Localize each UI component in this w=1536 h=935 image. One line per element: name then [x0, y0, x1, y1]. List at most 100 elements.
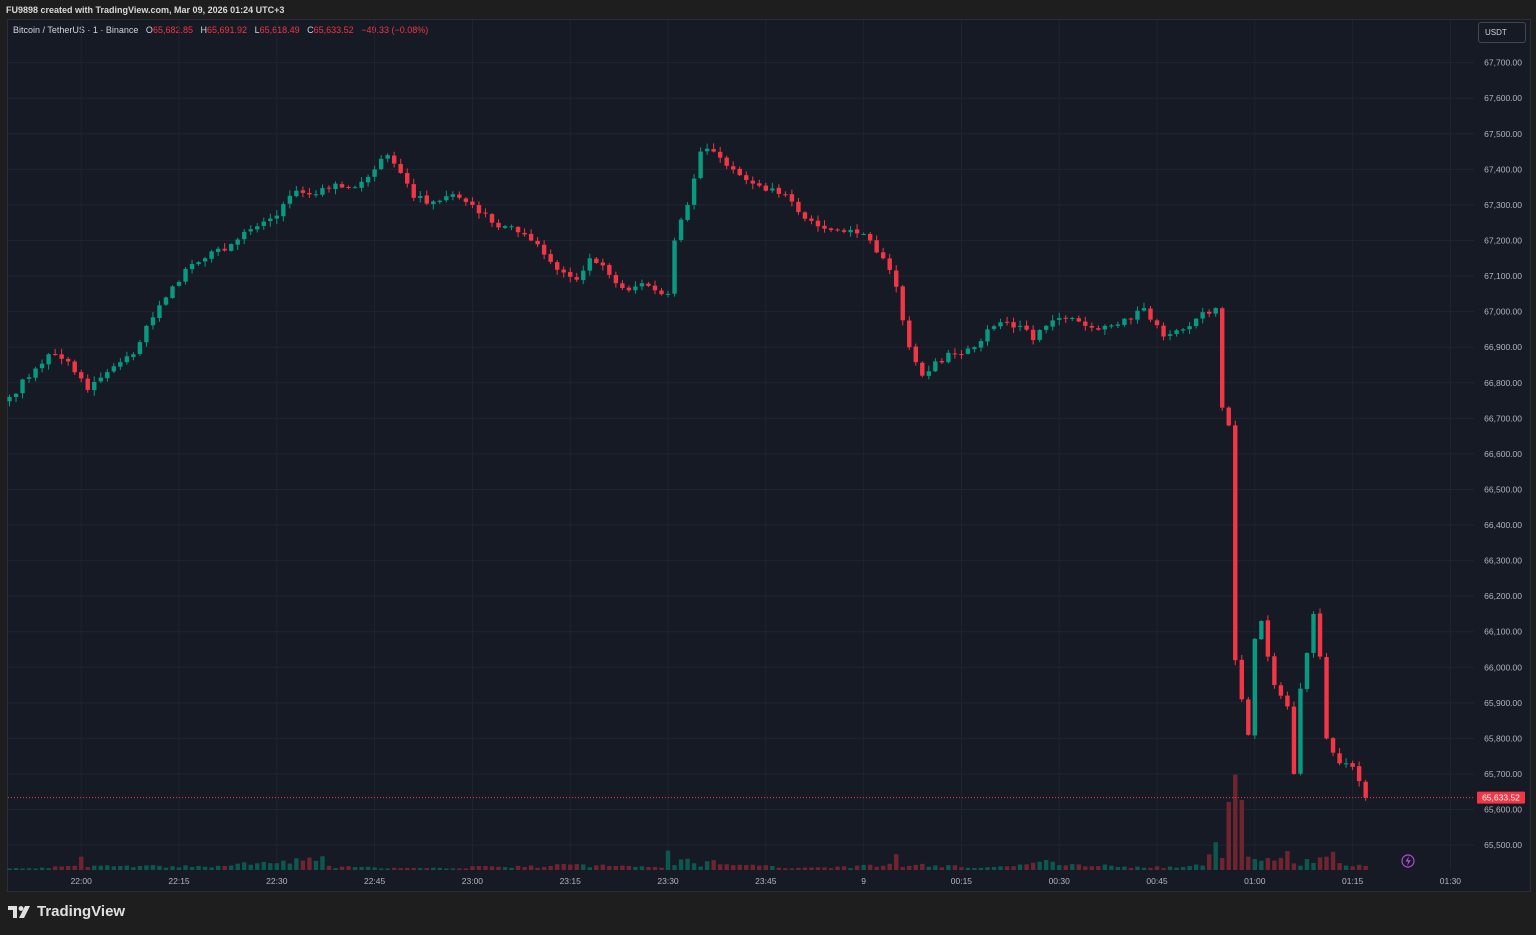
candle-body [365, 176, 371, 183]
volume-bar [65, 866, 71, 870]
volume-bar [352, 867, 358, 870]
candle-body [1115, 324, 1121, 326]
volume-bar [554, 864, 560, 870]
candle-body [809, 218, 814, 221]
volume-bar [985, 867, 990, 870]
candle-body [1174, 330, 1179, 334]
candle-body [85, 378, 90, 390]
symbol-name[interactable]: Bitcoin / TetherUS · 1 · Binance [13, 25, 139, 35]
candle-body [157, 305, 162, 319]
chart-area[interactable] [7, 19, 1531, 892]
candle-body [704, 148, 710, 152]
volume-bar [633, 866, 638, 870]
volume-bar [594, 865, 599, 870]
last-price-tag-bg [1477, 791, 1525, 804]
low-label: L [254, 25, 260, 35]
candle-body [763, 185, 769, 191]
candle-body [281, 204, 286, 217]
candle-body [952, 353, 958, 355]
volume-bar [809, 867, 814, 870]
brand-name: TradingView [37, 903, 126, 920]
volume-bar [98, 865, 103, 870]
candle-body [1089, 325, 1095, 328]
volume-bar [750, 864, 755, 870]
candle-body [352, 187, 358, 189]
volume-bar [196, 865, 201, 870]
volume-bar [522, 867, 527, 870]
candle-body [26, 377, 32, 379]
volume-bar [731, 865, 736, 870]
candle-body [600, 262, 606, 266]
volume-bar [1278, 857, 1284, 870]
candle-body [548, 254, 553, 262]
volume-bar [1004, 866, 1010, 870]
volume-bar [281, 860, 286, 870]
candle-body [568, 272, 573, 277]
volume-bar [1122, 866, 1127, 870]
x-tick-label: 22:15 [168, 876, 190, 886]
volume-bar [176, 867, 182, 870]
volume-bar [372, 867, 377, 870]
candle-body [1298, 688, 1303, 774]
volume-bar [476, 866, 482, 870]
candle-body [1187, 326, 1192, 330]
candle-body [346, 186, 351, 188]
candle-body [1057, 318, 1062, 320]
candle-body [339, 184, 345, 188]
candle-body [991, 326, 997, 329]
volume-bar [991, 866, 997, 870]
volume-bar [502, 867, 508, 870]
candle-body [1161, 325, 1166, 337]
candle-body [1246, 699, 1251, 735]
candle-body [665, 293, 671, 295]
volume-bar [1206, 854, 1212, 870]
volume-bar [163, 867, 169, 870]
volume-bar [659, 867, 664, 870]
candle-body [287, 195, 293, 204]
volume-bar [359, 867, 364, 870]
x-tick-label: 00:30 [1049, 876, 1071, 886]
volume-bar [1017, 864, 1023, 870]
volume-bar [1024, 864, 1029, 870]
volume-bar [131, 867, 136, 870]
candle-body [46, 354, 51, 365]
volume-bar [365, 866, 371, 870]
flash-icon [1401, 854, 1415, 868]
volume-bar [880, 865, 886, 870]
candle-body [522, 232, 527, 235]
volume-bar [215, 865, 221, 870]
volume-bar [52, 866, 58, 870]
candle-body [646, 283, 651, 286]
x-tick-label: 22:00 [71, 876, 93, 886]
volume-bar [1083, 866, 1088, 870]
candle-body [92, 381, 97, 391]
candle-body [1128, 318, 1134, 320]
volume-bar [1298, 865, 1303, 870]
candle-body [1050, 320, 1055, 327]
candle-body [672, 240, 677, 294]
candle-body [1350, 763, 1355, 767]
x-tick-label: 23:45 [755, 876, 777, 886]
candle-body [431, 201, 436, 205]
x-tick-label: 23:00 [462, 876, 484, 886]
candle-body [72, 361, 77, 373]
candle-body [933, 361, 938, 372]
currency-selector[interactable]: USDT [1478, 22, 1526, 43]
volume-bar [1213, 842, 1218, 870]
candle-body [796, 201, 801, 213]
candle-body [476, 205, 482, 214]
tradingview-logo[interactable]: TradingView [8, 903, 125, 920]
volume-bar [1115, 867, 1121, 870]
y-tick-label: 66,400.00 [1484, 520, 1522, 530]
candle-body [391, 155, 397, 164]
volume-bar [228, 865, 234, 870]
volume-bar [418, 868, 423, 870]
candle-body [13, 393, 19, 398]
y-tick-label: 66,300.00 [1484, 556, 1522, 566]
candle-body [98, 377, 103, 382]
candle-body [1141, 308, 1147, 311]
volume-bar [1167, 866, 1173, 870]
candle-body [1356, 766, 1362, 782]
volume-bar [496, 866, 501, 870]
candle-body [1337, 753, 1342, 764]
